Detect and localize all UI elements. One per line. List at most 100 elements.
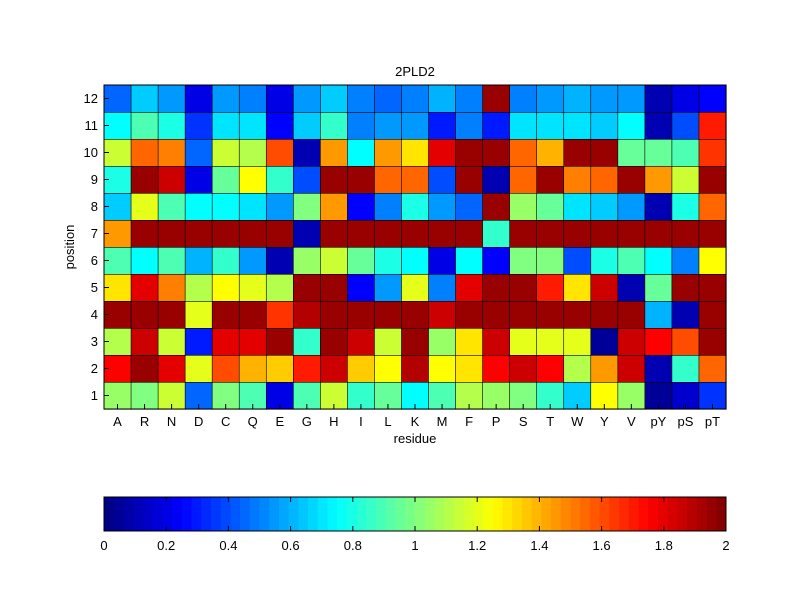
y-tick-label: 6	[91, 253, 98, 268]
heatmap-cell	[238, 111, 267, 140]
heatmap-cell	[238, 327, 267, 356]
heatmap-cell	[292, 138, 321, 167]
heatmap-cell	[130, 246, 159, 275]
heatmap-cell	[509, 273, 538, 302]
heatmap-cell	[536, 84, 565, 113]
heatmap-cell	[590, 138, 619, 167]
heatmap-cell	[157, 273, 186, 302]
heatmap-cell	[617, 111, 646, 140]
x-tick-label: Q	[248, 414, 258, 429]
heatmap-cell	[671, 165, 700, 194]
x-tick-label: I	[359, 414, 363, 429]
heatmap-cell	[238, 84, 267, 113]
heatmap-cell	[374, 300, 403, 329]
heatmap-cell	[536, 192, 565, 221]
heatmap-cell	[644, 273, 673, 302]
heatmap-cell	[184, 246, 213, 275]
colorbar-segment	[278, 497, 290, 531]
heatmap-cell	[509, 300, 538, 329]
heatmap-cell	[482, 138, 511, 167]
heatmap-cell	[320, 84, 348, 113]
heatmap-cell	[617, 246, 646, 275]
x-tick-label: pT	[705, 414, 720, 429]
heatmap-cell	[455, 273, 484, 302]
colorbar-segment	[492, 497, 503, 531]
heatmap-cell	[428, 84, 457, 113]
heatmap-cell	[428, 300, 457, 329]
x-tick-label: H	[329, 414, 338, 429]
x-tick-label: Y	[600, 414, 609, 429]
colorbar-ticks: 0 0.2 0.4 0.6 0.8 1 1.2 1.4 1.6 1.8 2	[100, 497, 730, 553]
heatmap-cell	[536, 273, 565, 302]
colorbar-segment	[152, 497, 163, 531]
heatmap-cell	[644, 84, 673, 113]
x-tick-label: W	[571, 414, 584, 429]
heatmap-cell	[644, 192, 673, 221]
heatmap-cell	[617, 165, 646, 194]
colorbar-segment	[648, 497, 659, 531]
y-tick-label: 10	[84, 145, 98, 160]
colorbar-segment	[249, 497, 260, 531]
heatmap-cell	[698, 219, 727, 248]
heatmap-cell	[211, 219, 240, 248]
heatmap-cell	[265, 138, 294, 167]
heatmap-cell	[401, 84, 430, 113]
heatmap-cell	[157, 192, 186, 221]
heatmap-cell	[211, 273, 240, 302]
heatmap-cell	[157, 327, 186, 356]
heatmap-cell	[671, 273, 700, 302]
heatmap-cell	[590, 273, 619, 302]
heatmap-cell	[617, 354, 646, 383]
heatmap-cell	[698, 138, 727, 167]
heatmap-cell	[455, 84, 484, 113]
y-tick-label: 11	[85, 118, 99, 133]
heatmap-cell	[590, 165, 619, 194]
heatmap-cell	[509, 219, 538, 248]
colorbar	[104, 497, 727, 531]
heatmap-cell	[644, 138, 673, 167]
heatmap-cell	[428, 192, 457, 221]
colorbar-segment	[113, 497, 124, 531]
heatmap-cell	[617, 273, 646, 302]
heatmap-cell	[698, 300, 727, 329]
heatmap-cell	[320, 300, 348, 329]
heatmap-cell	[401, 219, 430, 248]
heatmap-cell	[157, 111, 186, 140]
heatmap-cell	[401, 354, 430, 383]
heatmap-cell	[455, 111, 484, 140]
heatmap-cell	[698, 273, 727, 302]
heatmap-cell	[292, 165, 321, 194]
heatmap-cell	[698, 354, 727, 383]
heatmap-cell	[671, 327, 700, 356]
heatmap-cell	[130, 273, 159, 302]
colorbar-tick-label: 0	[100, 538, 107, 553]
heatmap-cell	[265, 273, 294, 302]
x-tick-label: D	[194, 414, 203, 429]
heatmap-cell	[157, 300, 186, 329]
colorbar-segment	[677, 497, 688, 531]
colorbar-segment	[395, 497, 406, 531]
colorbar-segment	[210, 497, 222, 531]
colorbar-segment	[696, 497, 707, 531]
heatmap-cell	[563, 354, 592, 383]
heatmap-cell	[184, 273, 213, 302]
colorbar-segment	[512, 497, 523, 531]
x-tick-label: pY	[650, 414, 666, 429]
heatmap-cell	[563, 165, 592, 194]
heatmap-cell	[671, 138, 700, 167]
heatmap-cell	[347, 273, 376, 302]
heatmap-cell	[320, 138, 348, 167]
heatmap-cell	[455, 327, 484, 356]
colorbar-segment	[385, 497, 396, 531]
heatmap-cell	[130, 354, 159, 383]
heatmap-cell	[644, 354, 673, 383]
heatmap-cell	[238, 165, 267, 194]
heatmap-cell	[320, 165, 348, 194]
colorbar-segment	[657, 497, 669, 531]
heatmap-cell	[455, 165, 484, 194]
heatmap-cell	[157, 219, 186, 248]
heatmap-cell	[265, 246, 294, 275]
heatmap-cell	[671, 219, 700, 248]
heatmap-cell	[698, 327, 727, 356]
